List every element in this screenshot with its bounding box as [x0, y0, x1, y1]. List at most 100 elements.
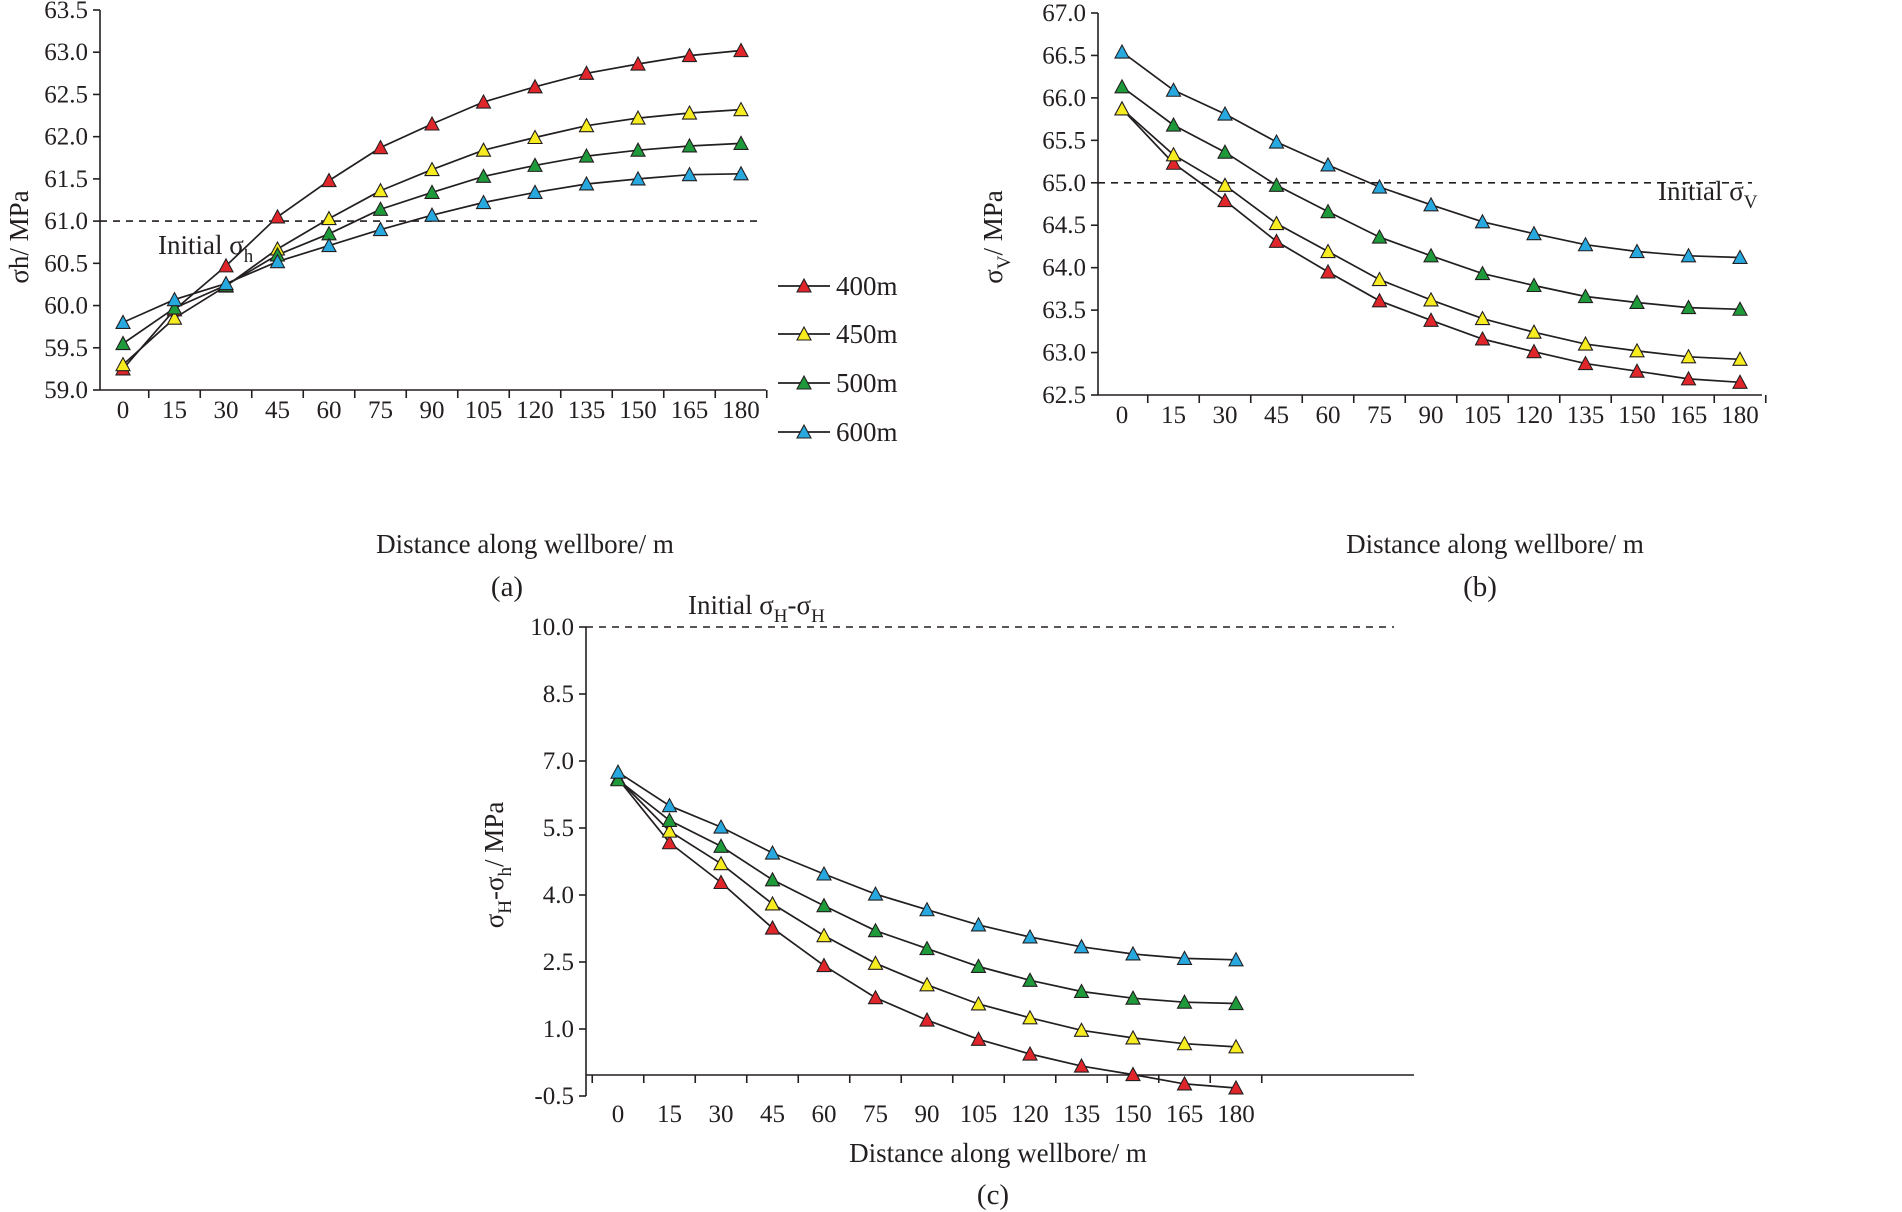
panel-a-x-axis-title: Distance along wellbore/ m: [376, 529, 674, 559]
panel-c-series-600m-point: [867, 885, 884, 901]
panel-c-series-400m-point: [1125, 1066, 1141, 1082]
panel-a-series-600m-point: [630, 170, 646, 186]
panel-c-series-500m-point: [1073, 983, 1090, 999]
panel-b-series-450m-point: [1217, 177, 1233, 192]
panel-a-series-450m-point: [578, 117, 595, 133]
panel-a-series-450m-point: [733, 101, 749, 117]
panel-c-series-500m-point: [1022, 972, 1038, 987]
panel-b-series-500m-point: [1268, 177, 1285, 192]
panel-c-series-600m-point: [1073, 938, 1090, 954]
panel-b-series-500m-point: [1165, 116, 1182, 132]
panel-a-x-tick-label: 75: [368, 397, 393, 424]
panel-b-series-600m-point: [1320, 156, 1336, 172]
panel-c-series-400m-point: [764, 919, 781, 935]
panel-b-series-450m-point: [1268, 215, 1285, 231]
legend-400m-label: 400m: [836, 271, 898, 301]
panel-a-series-500m-point: [681, 137, 698, 153]
legend-item-600m: 600m: [778, 417, 898, 447]
panel-a-y-tick-label: 61.0: [44, 208, 88, 235]
panel-b-y-tick-label: 64.0: [1042, 255, 1086, 282]
panel-a-y-tick-label: 60.0: [44, 293, 88, 320]
panel-c-y-tick-label: 8.5: [543, 681, 574, 708]
panel-b-x-tick-label: 150: [1618, 402, 1656, 429]
panel-b-series-450m-point: [1732, 351, 1748, 366]
panel-a-x-tick-label: 105: [465, 397, 503, 424]
panel-a-series-450m-point: [115, 356, 131, 372]
panel-c-y-tick-label: 2.5: [543, 949, 574, 976]
legend-450m-marker: [796, 325, 812, 341]
panel-b-chart: σV/ MPa Distance along wellbore/ m (b) I…: [978, 0, 1767, 603]
panel-a-y-tick-label: 63.0: [44, 39, 88, 66]
panel-c-series-500m-point: [1176, 994, 1193, 1009]
panel-c-y-tick-label: 4.0: [543, 882, 574, 909]
panel-a-x-tick-label: 150: [619, 397, 657, 424]
panel-a-series-600m-point: [372, 221, 389, 237]
panel-a-y-axis-title: σh/ MPa: [4, 190, 34, 283]
panel-a-series-600m-point: [321, 237, 337, 253]
panel-b-y-tick-label: 65.0: [1042, 170, 1086, 197]
panel-c-series-500m-point: [764, 871, 781, 887]
panel-b-series-400m-point: [1217, 192, 1233, 208]
panel-c-label: (c): [977, 1179, 1009, 1211]
panel-c-series-500m-point: [1228, 995, 1244, 1011]
panel-c-x-tick-label: 135: [1063, 1101, 1101, 1128]
panel-a-series-500m-point: [166, 299, 183, 315]
panel-c-series-600m-line: [617, 771, 1237, 961]
panel-b-y-axis-title: σV/ MPa: [978, 190, 1015, 284]
panel-a-series-400m-point: [372, 139, 389, 155]
panel-a-series-450m-point: [630, 109, 646, 125]
panel-c-series-450m-point: [1022, 1009, 1038, 1025]
panel-a-series-400m-point: [733, 42, 749, 58]
panel-a-legend: 400m 450m 500m 600m: [778, 271, 898, 447]
panel-b-series-600m-point: [1217, 105, 1233, 121]
panel-b-series-600m-point: [1474, 213, 1491, 229]
panel-b-series-400m-point: [1320, 263, 1336, 279]
panel-c-y-tick-label: 10.0: [530, 614, 574, 641]
panel-a-series-500m-point: [475, 168, 492, 183]
panel-b-x-tick-label: 105: [1464, 402, 1502, 429]
panel-b-series-500m-point: [1423, 247, 1439, 263]
legend-item-500m: 500m: [778, 368, 898, 398]
panel-c-series-500m-point: [816, 897, 832, 913]
panel-a-series-600m-point: [424, 207, 440, 222]
panel-b-series-450m-point: [1577, 335, 1594, 351]
panel-a-series-500m-point: [424, 184, 440, 199]
panel-b-y-tick-label: 67.0: [1042, 0, 1086, 27]
panel-a-series-500m-point: [733, 135, 749, 150]
panel-c-series-450m-point: [1176, 1035, 1193, 1051]
panel-a-series-600m-point: [578, 175, 595, 191]
panel-a-series-450m-point: [681, 104, 698, 120]
panel-b-series-600m-point: [1732, 249, 1748, 265]
panel-a-y-tick-label: 62.5: [44, 81, 88, 108]
panel-c-x-tick-label: 150: [1114, 1101, 1152, 1128]
panel-a-series-400m-point: [578, 65, 595, 80]
panel-a-x-tick-label: 15: [162, 397, 187, 424]
panel-c-series-600m-point: [970, 916, 987, 932]
panel-a-series-400m-point: [527, 78, 543, 94]
panel-b-x-tick-label: 0: [1116, 402, 1129, 429]
panel-a-x-tick-label: 135: [568, 397, 606, 424]
panel-a-series-450m-point: [166, 310, 183, 325]
panel-a-series-600m-point: [733, 165, 749, 181]
legend-item-450m: 450m: [778, 319, 898, 349]
panel-b-x-tick-label: 120: [1515, 402, 1553, 429]
panel-a-y-tick-label: 62.0: [44, 124, 88, 151]
panel-c-y-tick-label: 5.5: [543, 815, 574, 842]
panel-c-series-450m-point: [1228, 1038, 1244, 1054]
legend-500m-marker: [796, 374, 812, 390]
panel-a-x-tick-label: 180: [722, 397, 760, 424]
panel-a-x-tick-label: 165: [671, 397, 709, 424]
panel-b-x-tick-label: 180: [1721, 402, 1759, 429]
panel-b-x-tick-label: 90: [1419, 402, 1444, 429]
panel-c-y-tick-label: -0.5: [534, 1083, 574, 1110]
panel-a-series-500m-point: [630, 142, 646, 157]
panel-c-series-450m-point: [764, 895, 781, 911]
panel-a-x-tick-label: 90: [420, 397, 445, 424]
panel-b-x-tick-label: 15: [1161, 402, 1186, 429]
panel-b-series-500m-point: [1114, 78, 1130, 94]
panel-b-x-axis-title: Distance along wellbore/ m: [1346, 529, 1644, 559]
panel-b-x-tick-label: 30: [1213, 402, 1238, 429]
panel-b-series-500m-point: [1474, 265, 1491, 281]
panel-c-series-400m-point: [661, 834, 678, 850]
panel-b-series-600m-point: [1114, 43, 1130, 59]
